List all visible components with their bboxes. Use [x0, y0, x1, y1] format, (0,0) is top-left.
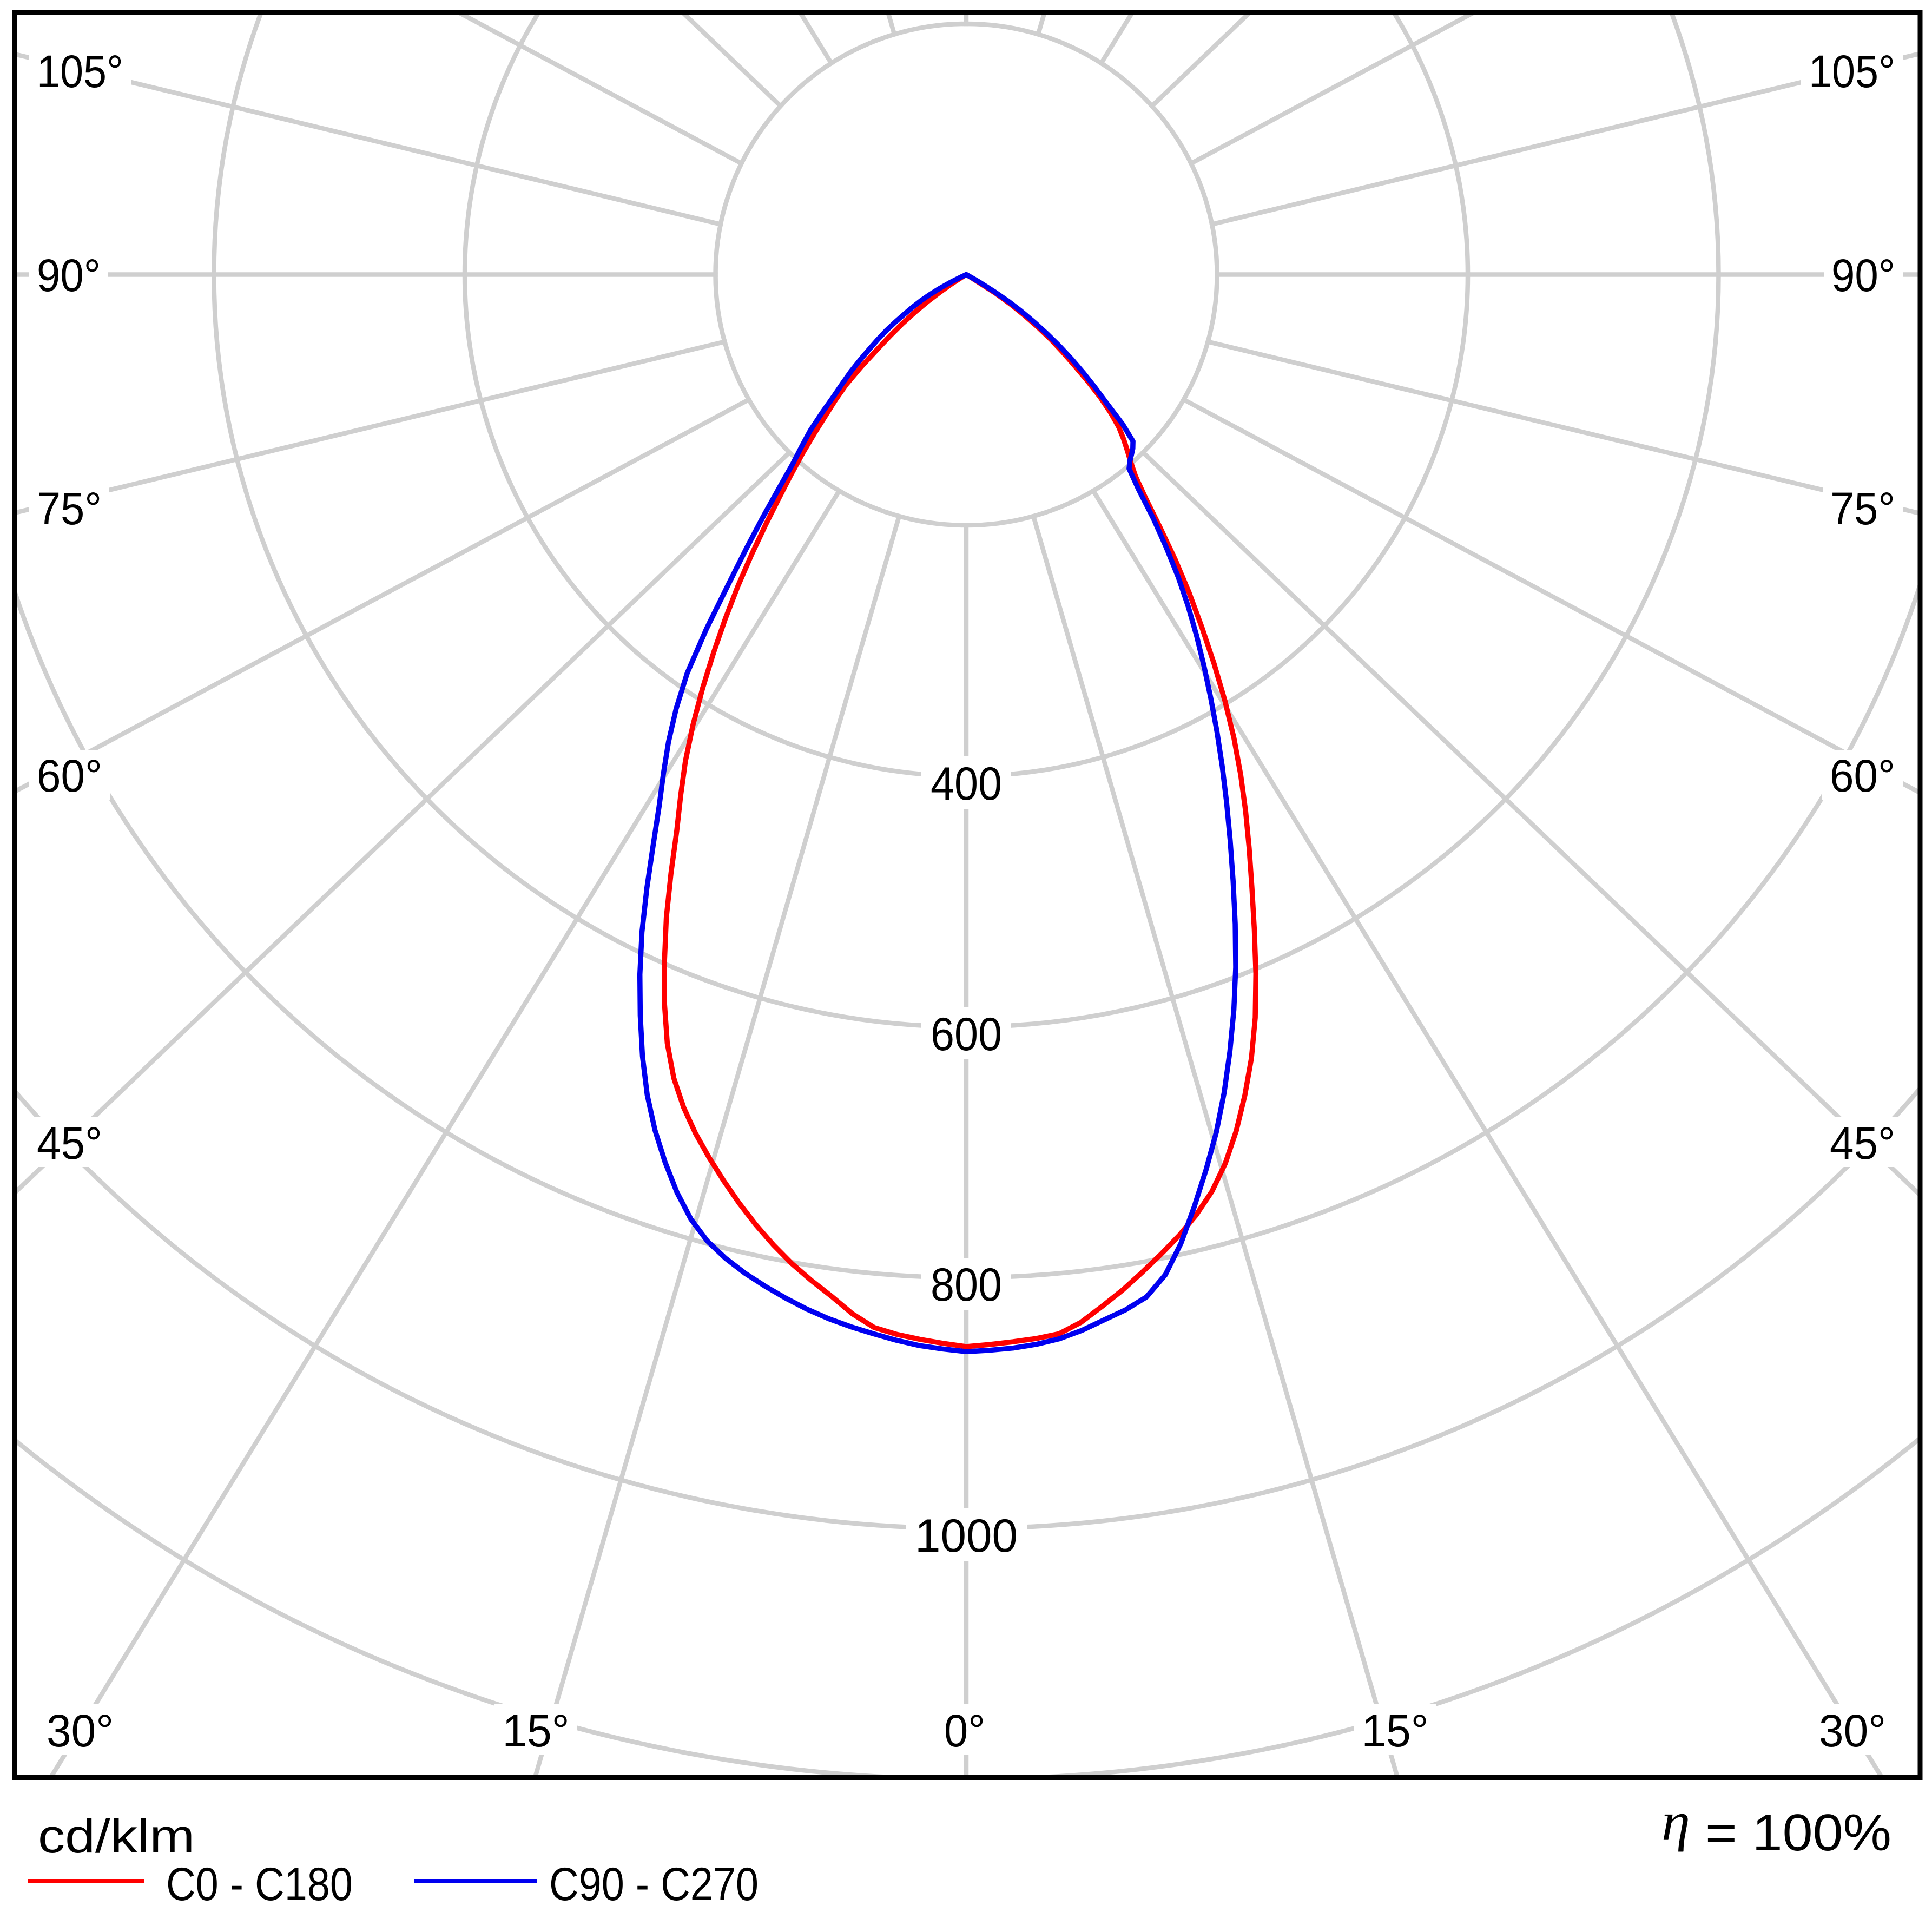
svg-text:75°: 75°: [37, 483, 102, 534]
svg-text:45°: 45°: [1830, 1118, 1895, 1169]
svg-text:105°: 105°: [1809, 46, 1895, 97]
svg-text:0°: 0°: [944, 1705, 985, 1756]
svg-text:60°: 60°: [37, 750, 102, 801]
svg-text:1000: 1000: [915, 1510, 1018, 1562]
svg-text:90°: 90°: [1831, 250, 1895, 301]
svg-text:15°: 15°: [503, 1705, 570, 1756]
svg-text:75°: 75°: [1830, 483, 1895, 534]
svg-text:30°: 30°: [1819, 1705, 1886, 1756]
svg-text:C90 - C270: C90 - C270: [549, 1858, 759, 1910]
svg-text:45°: 45°: [37, 1118, 102, 1169]
svg-text:400: 400: [931, 758, 1002, 810]
svg-text:90°: 90°: [37, 250, 101, 301]
svg-text:C0 - C180: C0 - C180: [166, 1858, 353, 1910]
svg-text:η = 100%: η = 100%: [1661, 1791, 1891, 1862]
svg-text:cd/klm: cd/klm: [38, 1809, 195, 1863]
svg-text:60°: 60°: [1830, 750, 1895, 801]
svg-text:105°: 105°: [37, 46, 123, 97]
svg-text:600: 600: [931, 1008, 1002, 1060]
svg-text:15°: 15°: [1362, 1705, 1429, 1756]
svg-text:30°: 30°: [47, 1705, 114, 1756]
svg-text:800: 800: [931, 1259, 1002, 1311]
